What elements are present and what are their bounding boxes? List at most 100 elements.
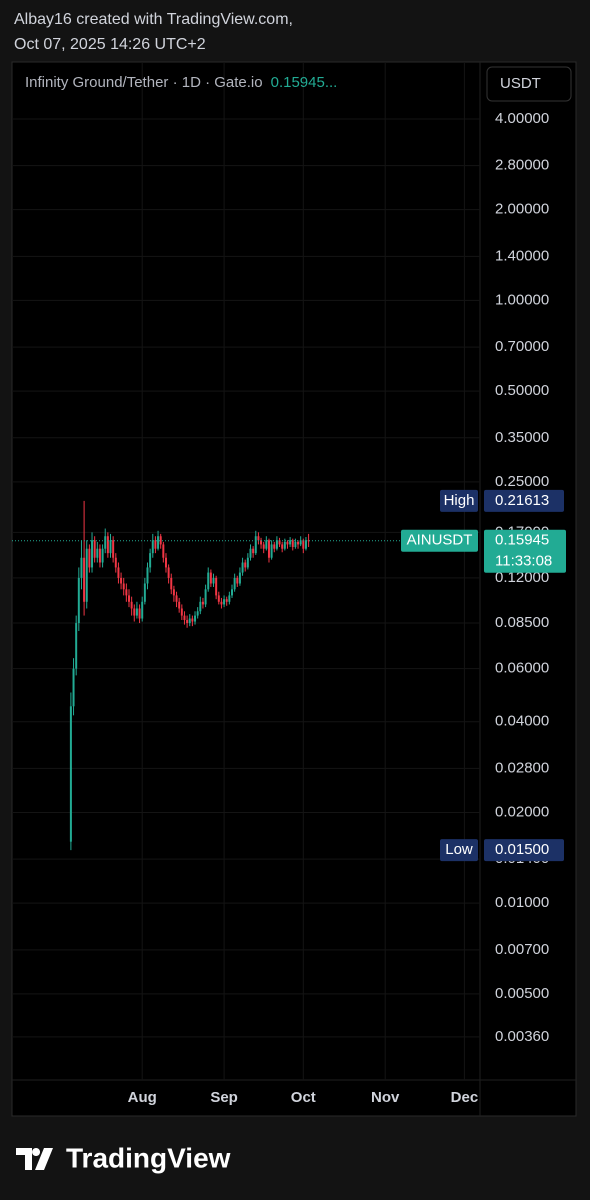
candle-body xyxy=(125,589,128,596)
x-tick-label: Oct xyxy=(291,1089,316,1106)
candle-body xyxy=(223,599,226,605)
high-label-bg xyxy=(440,489,478,512)
candle-body xyxy=(143,583,146,602)
candle-body xyxy=(201,601,204,605)
candle-body xyxy=(283,541,286,549)
symbol-line: Infinity Ground/Tether · 1D · Gate.io xyxy=(25,74,263,91)
candle-body xyxy=(112,540,115,558)
candle-body xyxy=(128,595,130,602)
candle-body xyxy=(96,548,99,558)
y-tick-label: 0.00360 xyxy=(495,1028,549,1045)
low-value-bg xyxy=(484,839,564,862)
candle-body xyxy=(186,620,189,624)
candle-body xyxy=(178,601,181,609)
candle-body xyxy=(249,548,252,558)
y-tick-label: 0.02800 xyxy=(495,759,549,776)
candle-body xyxy=(254,536,257,554)
candle-body xyxy=(286,541,289,545)
candle-body xyxy=(236,577,239,584)
candle-body xyxy=(77,577,80,624)
chart-panel xyxy=(11,61,577,1117)
candle-body xyxy=(265,540,268,549)
candle-body xyxy=(252,548,255,554)
candle-body xyxy=(159,536,162,545)
candle-body xyxy=(191,618,194,622)
countdown: 11:33:08 xyxy=(495,553,552,570)
candle-body xyxy=(167,567,170,578)
candle-body xyxy=(164,557,167,568)
y-tick-label: 2.80000 xyxy=(495,157,549,174)
candle-body xyxy=(183,615,186,621)
candle-body xyxy=(278,540,281,545)
candle-body xyxy=(281,544,284,549)
y-tick-label: 0.00700 xyxy=(495,941,549,958)
candle-body xyxy=(289,540,292,545)
candle-body xyxy=(151,540,154,554)
candle-body xyxy=(257,536,260,541)
candle-body xyxy=(146,567,149,584)
candle-body xyxy=(170,577,173,590)
timestamp: Oct 07, 2025 14:26 UTC+2 xyxy=(14,36,206,53)
brand: TradingView xyxy=(66,1142,231,1173)
candle-body xyxy=(291,540,294,547)
y-tick-label: 0.25000 xyxy=(495,473,549,490)
candle-body xyxy=(83,557,86,602)
candle-body xyxy=(244,562,247,568)
candle-body xyxy=(299,540,302,545)
y-tick-label: 4.00000 xyxy=(495,110,549,127)
candle-body xyxy=(75,623,78,669)
candle-body xyxy=(85,548,88,602)
candle-body xyxy=(217,595,220,602)
high-value-bg xyxy=(484,489,564,512)
high-value: 0.21613 xyxy=(495,492,549,509)
x-tick-label: Sep xyxy=(210,1089,238,1106)
y-tick-label: 1.40000 xyxy=(495,247,549,264)
y-tick-label: 0.12000 xyxy=(495,569,549,586)
y-tick-label: 2.00000 xyxy=(495,201,549,218)
low-label-bg xyxy=(440,839,478,862)
header-price: 0.15945... xyxy=(271,74,338,91)
candle-body xyxy=(69,706,72,842)
low-label: Low xyxy=(445,841,473,858)
candle-body xyxy=(233,577,236,590)
candle-body xyxy=(91,540,94,568)
candle-body xyxy=(262,544,265,549)
candle-body xyxy=(154,540,157,549)
y-tick-label: 0.06000 xyxy=(495,660,549,677)
candle-body xyxy=(141,601,144,619)
candle-body xyxy=(246,557,249,568)
candle-body xyxy=(93,540,96,558)
candle-body xyxy=(294,541,297,547)
candle-body xyxy=(106,536,109,554)
low-value: 0.01500 xyxy=(495,841,549,858)
y-tick-label: 1.00000 xyxy=(495,291,549,308)
candle-body xyxy=(88,548,91,568)
candle-body xyxy=(231,589,234,596)
candle-body xyxy=(157,536,160,549)
y-tick-label: 0.01000 xyxy=(495,894,549,911)
y-tick-label: 0.00500 xyxy=(495,985,549,1002)
candle-body xyxy=(304,540,307,549)
currency-button[interactable] xyxy=(486,66,572,102)
candle-body xyxy=(220,601,223,605)
y-tick-label: 0.35000 xyxy=(495,429,549,446)
candle-body xyxy=(228,595,231,602)
candle-body xyxy=(104,536,107,549)
candle-body xyxy=(238,572,241,584)
candle-body xyxy=(114,557,117,568)
candle-body xyxy=(307,540,310,542)
axes: 4.00000 2.80000 2.00000 1.40000 1.00000 0.700… xyxy=(128,110,550,1106)
currency[interactable]: USDT xyxy=(500,75,541,92)
symbol-label: AINUSDT xyxy=(407,532,473,549)
candle-body xyxy=(270,544,273,558)
candle-body xyxy=(267,540,270,558)
candle-body xyxy=(188,618,191,624)
candle-body xyxy=(215,577,218,596)
candle-body xyxy=(80,557,83,578)
y-tick-label: 0.50000 xyxy=(495,382,549,399)
candle-body xyxy=(196,611,199,616)
y-tick-label: 0.04000 xyxy=(495,713,549,730)
x-tick-label: Dec xyxy=(451,1089,479,1106)
credit: Albay16 created with TradingView.com, xyxy=(14,11,293,28)
